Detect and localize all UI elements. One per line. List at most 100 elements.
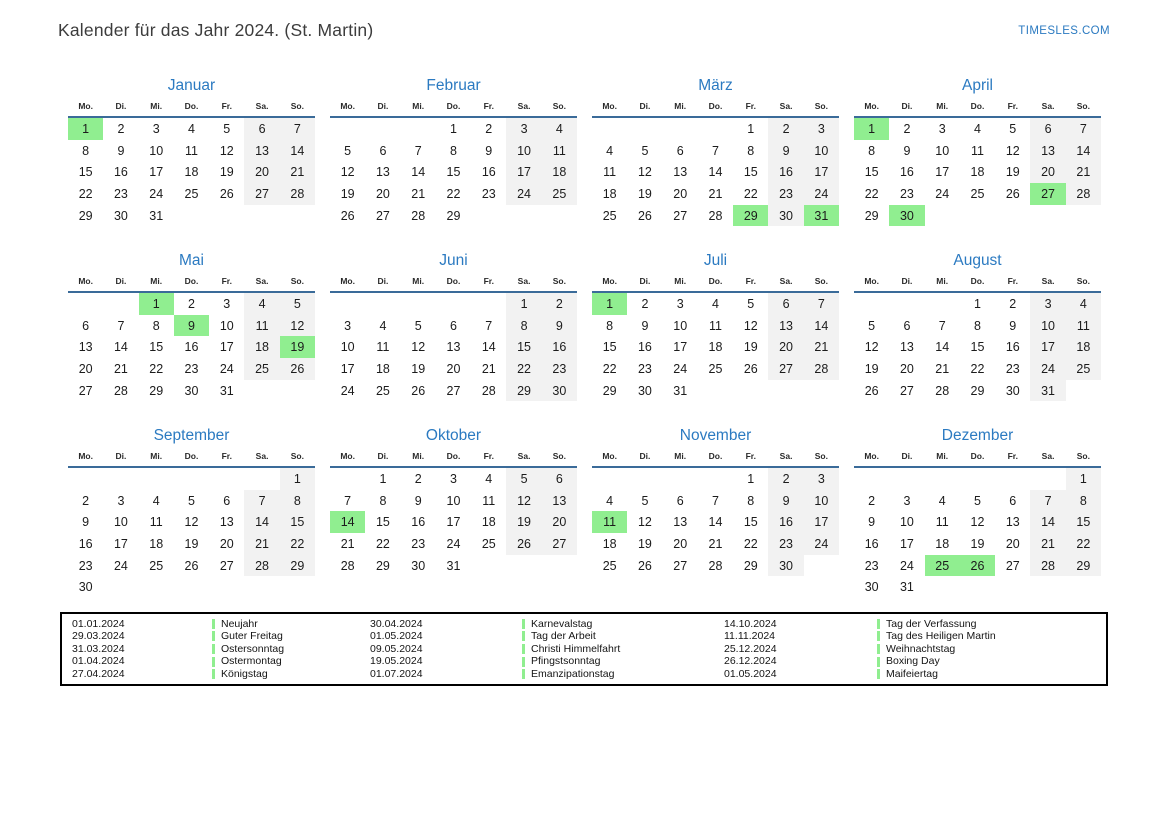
day-cell: 27	[219, 558, 234, 573]
day-cell: 16	[113, 165, 128, 180]
day-cell: 9	[1009, 318, 1017, 333]
holiday-date: 01.05.2024	[724, 667, 777, 680]
weekday-label: Sa.	[779, 451, 793, 461]
page-title: Kalender für das Jahr 2024. (St. Martin)	[58, 20, 374, 40]
weekday-label: So.	[814, 451, 828, 461]
holiday-date: 14.10.2024	[724, 617, 777, 630]
month-days: 1 2 3 4 5 6 7 8 9 10 11 12 13 14 15 16 17 18 19 20 21 22 23 24 2…	[330, 118, 577, 226]
day-cell: 10	[149, 143, 164, 158]
weekday-label: Do.	[446, 451, 461, 461]
month-days: 1 2 3 4 5 6 7 8 9 10 11 12 13 14 15 16 17 18 19 20 21 22 23 24 2…	[592, 468, 839, 577]
day-cell: 7	[344, 493, 352, 508]
month-april: April Mo. Di. Mi. Do. Fr. Sa. So. 1 2 3 4 5 6 7 8 9 10 11 1…	[854, 76, 1101, 251]
weekday-label: Mi.	[150, 276, 163, 286]
weekday-label: Di.	[901, 451, 913, 461]
day-cell: 21	[244, 533, 280, 555]
day-cell: 20	[375, 186, 390, 201]
day-cell: 26	[637, 558, 652, 573]
day-cell: 22	[279, 533, 315, 555]
day-cell: 11	[935, 515, 949, 530]
holiday-date: 27.04.2024	[72, 667, 125, 680]
day-cell: 20	[446, 361, 461, 376]
weekday-label: Sa.	[255, 276, 269, 286]
day-cell: 13	[78, 340, 93, 355]
day-cell: 5	[279, 293, 315, 315]
holiday-date: 26.12.2024	[724, 655, 777, 668]
day-cell: 5	[506, 468, 542, 490]
weekday-header-row: Mo. Di. Mi. Do. Fr. Sa. So.	[854, 275, 1101, 293]
day-cell: 3	[803, 118, 839, 140]
day-cell: 5	[641, 493, 649, 508]
day-cell: 5	[868, 318, 876, 333]
day-cell: 29	[1065, 554, 1101, 577]
day-cell: 4	[152, 493, 160, 508]
month-title: Juli	[703, 252, 728, 269]
site-link[interactable]: TIMESLES.COM	[1018, 25, 1110, 37]
day-cell: 13	[673, 515, 688, 530]
month-dezember: Dezember Mo. Di. Mi. Do. Fr. Sa. So. 1 2 3 4 5 6 7 8 9 10…	[854, 426, 1101, 601]
holiday-name-label: Ostersonntag	[221, 642, 285, 655]
day-cell: 2	[868, 493, 876, 508]
day-cell: 28	[279, 183, 315, 205]
day-cell: 12	[506, 489, 542, 512]
weekday-label: Mo.	[78, 451, 93, 461]
day-cell: 14	[279, 139, 315, 162]
day-cell: 14	[411, 165, 426, 180]
day-cell: 11	[603, 165, 617, 180]
day-cell: 23	[1005, 361, 1020, 376]
day-cell: 4	[606, 493, 614, 508]
day-cell: 22	[149, 361, 164, 376]
weekday-label: Di.	[901, 276, 913, 286]
day-cell: 20	[1030, 161, 1066, 184]
day-cell: 17	[673, 340, 688, 355]
month-title: Oktober	[425, 427, 482, 444]
weekday-label: Mi.	[674, 101, 687, 111]
empty-cell	[925, 293, 960, 315]
day-cell: 28	[411, 208, 426, 223]
day-cell: 24	[803, 183, 839, 205]
weekday-label: Fr.	[1007, 276, 1018, 286]
empty-cell	[174, 468, 209, 490]
day-cell: 15	[279, 511, 315, 534]
day-cell: 7	[1030, 489, 1066, 512]
day-cell: 17	[340, 361, 355, 376]
weekday-label: Mi.	[674, 276, 687, 286]
holiday-tick-icon	[522, 644, 525, 654]
day-cell: 13	[375, 165, 390, 180]
day-cell: 18	[1065, 336, 1101, 359]
day-cell: 8	[279, 489, 315, 512]
day-cell: 24	[219, 361, 234, 376]
day-cell: 2	[117, 121, 125, 136]
weekday-label: Di.	[115, 101, 127, 111]
day-cell: 3	[1030, 293, 1066, 315]
weekday-label: Do.	[446, 276, 461, 286]
day-cell: 4	[974, 121, 981, 136]
day-cell: 6	[676, 143, 684, 158]
day-cell: 27	[768, 358, 804, 380]
month-days: 1 2 3 4 5 6 7 8 9 10 11 12 13 14 15 16 17 18 19 20 21 22 23 24 2…	[592, 118, 839, 227]
day-cell: 20	[1005, 536, 1020, 551]
weekday-label: Do.	[184, 101, 199, 111]
weekday-label: Fr.	[745, 101, 756, 111]
empty-cell	[698, 468, 733, 490]
day-cell: 17	[1030, 336, 1066, 359]
day-cell: 1	[854, 118, 890, 140]
weekday-label: Fr.	[483, 276, 494, 286]
weekday-label: Di.	[639, 101, 651, 111]
day-cell: 28	[481, 383, 496, 398]
day-cell: 2	[82, 493, 90, 508]
day-cell: 13	[446, 340, 461, 355]
holiday-name: Emanzipationstag	[522, 668, 724, 681]
day-cell: 10	[935, 143, 950, 158]
day-cell: 6	[676, 493, 684, 508]
day-cell: 27	[375, 208, 390, 223]
day-cell: 20	[219, 536, 234, 551]
empty-cell	[995, 468, 1030, 490]
day-cell: 9	[82, 515, 90, 530]
weekday-label: So.	[552, 451, 566, 461]
day-cell: 12	[1005, 143, 1020, 158]
holiday-name-label: Emanzipationstag	[531, 667, 615, 680]
month-märz: März Mo. Di. Mi. Do. Fr. Sa. So. 1 2 3 4 5 6 7 8 9 10 11 12…	[592, 76, 839, 251]
holiday-name: Christi Himmelfahrt	[522, 643, 724, 656]
day-cell: 3	[117, 493, 125, 508]
